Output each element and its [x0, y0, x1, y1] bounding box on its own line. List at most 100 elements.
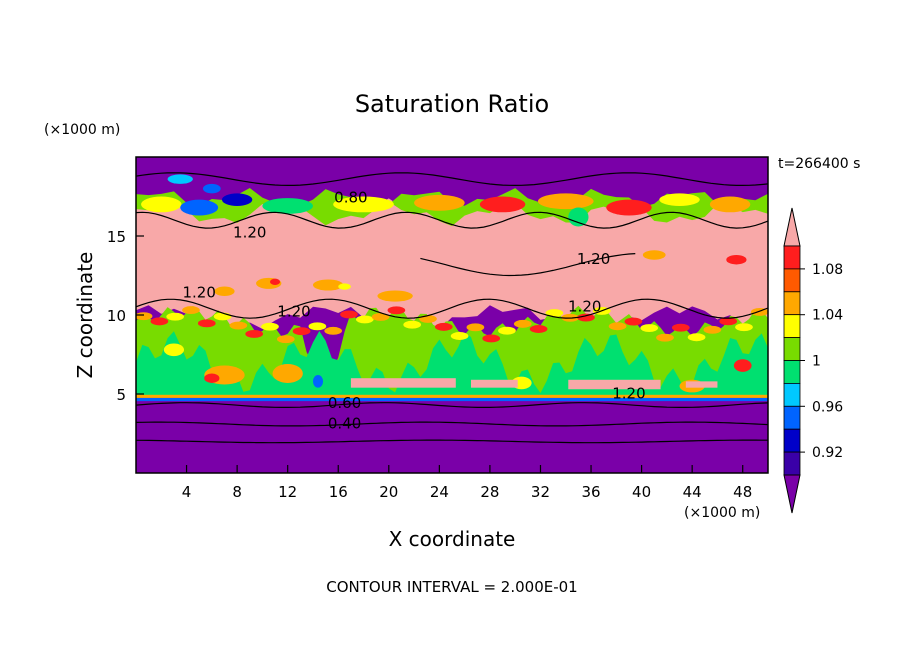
pink-cell-5 — [214, 286, 235, 297]
colorbar-top-arrow — [783, 207, 801, 247]
base-lens-3 — [685, 381, 718, 388]
fringe-13 — [340, 310, 358, 319]
upper-cell-8 — [606, 199, 652, 216]
y-tick-label-15: 15 — [107, 228, 126, 246]
fringe-37 — [719, 317, 738, 326]
fringe-14 — [355, 315, 374, 324]
contour-label-2: 1.20 — [182, 283, 215, 301]
pink-cell-3 — [338, 283, 351, 290]
fringe-34 — [671, 323, 690, 332]
contour-0.80-upper — [136, 172, 768, 187]
upper-cell-9 — [659, 193, 700, 206]
cloud-base-line — [136, 394, 768, 398]
x-tick-label-24: 24 — [430, 483, 449, 501]
fringe-16 — [387, 306, 406, 315]
upper-cell-12 — [167, 174, 193, 184]
base-lens-2 — [568, 379, 661, 390]
x-tick-label-32: 32 — [531, 483, 550, 501]
contour-1.20-mid — [420, 253, 636, 277]
contour-1.20-lower — [136, 298, 768, 319]
fringe-31 — [624, 317, 643, 326]
low-cell-7 — [312, 375, 324, 388]
colorbar-legend: 0.92 0.96 1 1.04 1.08 — [783, 207, 843, 514]
contour-label-0: 0.80 — [334, 189, 367, 207]
fringe-23 — [498, 326, 516, 335]
chart-title: Saturation Ratio — [355, 90, 549, 118]
fringe-8 — [261, 322, 279, 331]
colorbar-segment-7 — [783, 382, 801, 407]
low-cell-3 — [163, 343, 185, 357]
x-axis: 4 8 12 16 20 24 28 32 36 40 44 48 — [182, 465, 752, 501]
pink-cell-1 — [269, 278, 281, 285]
upper-cell-1 — [180, 199, 219, 216]
x-tick-label-8: 8 — [232, 483, 242, 501]
colorbar-segment-4 — [783, 314, 801, 339]
colorbar-label-4: 1.08 — [812, 262, 843, 278]
colorbar-label-3: 1.04 — [812, 308, 843, 324]
low-cell-6 — [733, 359, 752, 372]
fringe-21 — [466, 323, 485, 332]
fringe-25 — [529, 325, 548, 333]
colorbar-label-0: 0.92 — [812, 445, 843, 461]
pink-cell-7 — [726, 254, 747, 265]
x-tick-label-36: 36 — [581, 483, 600, 501]
fringe-33 — [656, 333, 674, 342]
fringe-26 — [545, 309, 564, 317]
fringe-36 — [703, 325, 722, 334]
fringe-22 — [482, 334, 501, 343]
contour-labels: 0.80 1.20 1.20 1.20 1.20 1.20 1.20 0.60 0.40 — [182, 189, 645, 433]
y-tick-label-10: 10 — [107, 307, 126, 325]
colorbar-segment-8 — [783, 405, 801, 430]
colorbar-bottom-arrow — [783, 474, 801, 514]
y-axis-label: Z coordinate — [73, 252, 97, 379]
contour-lines — [136, 172, 768, 444]
fringe-19 — [434, 322, 453, 331]
supersaturated-band — [136, 198, 768, 331]
fringe-30 — [608, 322, 627, 331]
low-cell-2 — [272, 363, 303, 383]
y-tick-label-5: 5 — [116, 386, 126, 404]
colorbar-segment-3 — [783, 291, 801, 316]
x-tick-label-40: 40 — [632, 483, 651, 501]
contour-0.20 — [136, 439, 768, 444]
upper-cell-7 — [537, 193, 594, 210]
fringe-38 — [735, 323, 753, 332]
upper-cell-13 — [202, 183, 221, 194]
upper-cell-3 — [262, 198, 313, 214]
x-unit-label: (×1000 m) — [684, 505, 760, 521]
fringe-15 — [371, 312, 390, 321]
colorbar-label-2: 1 — [812, 354, 821, 370]
fringe-4 — [197, 319, 216, 328]
x-tick-label-48: 48 — [733, 483, 752, 501]
upper-cell-10 — [709, 196, 751, 213]
fringe-6 — [229, 321, 248, 330]
fringe-3 — [182, 306, 200, 315]
cloud-base-blue — [136, 397, 768, 402]
time-label: t=266400 s — [778, 156, 860, 172]
x-tick-label-12: 12 — [278, 483, 297, 501]
contour-label-5: 1.20 — [568, 298, 601, 316]
x-tick-label-4: 4 — [182, 483, 192, 501]
fringe-10 — [292, 327, 311, 336]
fringe-12 — [324, 326, 343, 335]
fringe-24 — [513, 319, 532, 328]
fringe-0 — [136, 312, 153, 321]
upper-cell-5 — [414, 194, 465, 211]
low-cell-1 — [204, 373, 220, 383]
contour-label-1: 1.20 — [233, 223, 266, 241]
upper-cell-4 — [333, 196, 394, 213]
contour-label-3: 1.20 — [277, 302, 310, 320]
fringe-17 — [403, 320, 422, 329]
fringe-2 — [166, 312, 185, 321]
saturation-field — [136, 157, 768, 473]
base-lens-0 — [350, 378, 456, 388]
fringe-20 — [450, 332, 469, 340]
x-axis-label: X coordinate — [389, 527, 516, 551]
fringe-28 — [577, 313, 595, 322]
y-unit-label: (×1000 m) — [44, 122, 120, 138]
fringe-1 — [150, 317, 169, 326]
upper-cell-6 — [479, 196, 526, 213]
colorbar-segment-2 — [783, 268, 801, 293]
contour-1.20-upper — [136, 211, 768, 229]
upper-cell-2 — [221, 193, 253, 206]
